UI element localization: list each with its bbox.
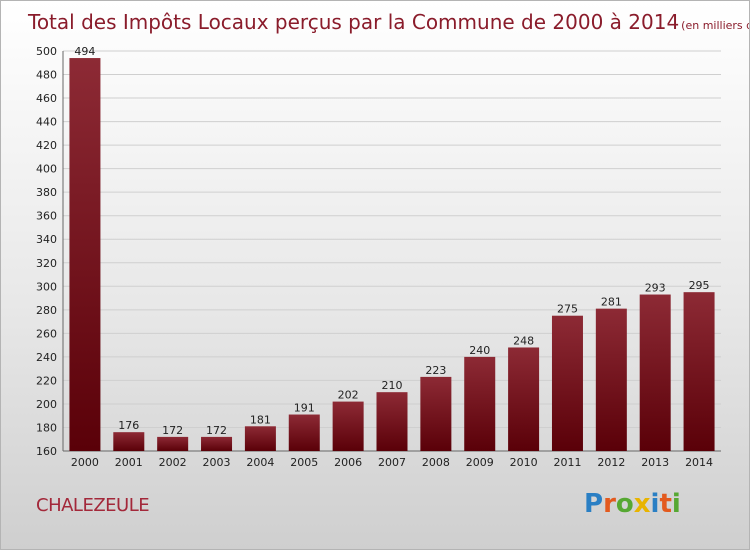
x-tick-label: 2009 [466, 456, 494, 469]
value-label: 210 [382, 379, 403, 392]
x-tick-label: 2001 [115, 456, 143, 469]
logo-letter: o [615, 489, 634, 519]
chart-title-unit: (en milliers d'€) [681, 19, 749, 32]
x-tick-label: 2006 [334, 456, 362, 469]
value-label: 293 [645, 282, 666, 295]
bar-2006 [332, 401, 364, 451]
y-tick-label: 340 [36, 233, 57, 246]
y-tick-labels: 160 180 200 220 240 260 280 300 320 340 360 380 400 4… [36, 45, 57, 458]
bar-2003 [201, 436, 233, 451]
logo-letter: P [584, 489, 604, 519]
x-tick-label: 2000 [71, 456, 99, 469]
value-label: 295 [689, 279, 710, 292]
value-label: 275 [557, 303, 578, 316]
x-tick-label: 2004 [246, 456, 274, 469]
value-label: 494 [74, 45, 95, 58]
y-tick-label: 460 [36, 92, 57, 105]
y-tick-label: 220 [36, 374, 57, 387]
bar-2011 [551, 315, 583, 451]
bar-2005 [288, 414, 320, 451]
y-tick-label: 420 [36, 139, 57, 152]
x-tick-labels: 2000 2001 2002 2003 2004 2005 2006 2007 2008 2009… [71, 456, 713, 469]
bar-2008 [420, 376, 452, 451]
bar-2002 [157, 436, 189, 451]
logo-letter: r [603, 489, 616, 519]
y-tick-label: 320 [36, 257, 57, 270]
value-labels: 494 176 172 172 181 191 202 210 223 240 248 275 281 2… [74, 45, 709, 437]
x-tick-label: 2011 [553, 456, 581, 469]
value-label: 202 [338, 389, 359, 402]
x-tick-label: 2002 [159, 456, 187, 469]
bar-2012 [595, 308, 627, 451]
x-tick-label: 2005 [290, 456, 318, 469]
x-tick-label: 2007 [378, 456, 406, 469]
y-tick-label: 240 [36, 351, 57, 364]
x-tick-label: 2013 [641, 456, 669, 469]
x-tick-label: 2003 [203, 456, 231, 469]
logo-letter: i [650, 489, 660, 519]
y-tick-label: 180 [36, 421, 57, 434]
y-tick-label: 360 [36, 210, 57, 223]
logo-letter: i [671, 489, 681, 519]
bar-2010 [508, 347, 540, 451]
y-tick-label: 400 [36, 163, 57, 176]
logo-letter: t [659, 489, 672, 519]
bar-2001 [113, 432, 145, 451]
y-tick-label: 500 [36, 45, 57, 58]
x-tick-label: 2010 [510, 456, 538, 469]
chart-title: Total des Impôts Locaux perçus par la Co… [27, 10, 749, 34]
bar-2009 [464, 356, 496, 451]
y-tick-label: 380 [36, 186, 57, 199]
value-label: 181 [250, 413, 271, 426]
y-tick-label: 280 [36, 304, 57, 317]
x-tick-label: 2014 [685, 456, 713, 469]
value-label: 248 [513, 334, 534, 347]
value-label: 176 [118, 419, 139, 432]
x-tick-label: 2012 [597, 456, 625, 469]
chart-title-main: Total des Impôts Locaux perçus par la Co… [27, 10, 679, 34]
bars [69, 58, 715, 451]
x-tick-label: 2008 [422, 456, 450, 469]
value-label: 172 [162, 424, 183, 437]
value-label: 172 [206, 424, 227, 437]
bar-2014 [683, 292, 715, 451]
proxiti-logo: Proxiti [584, 489, 681, 519]
y-tick-label: 160 [36, 445, 57, 458]
commune-name: CHALEZEULE [36, 495, 150, 516]
bar-2000 [69, 58, 101, 451]
y-tick-label: 260 [36, 327, 57, 340]
bar-2013 [639, 294, 671, 451]
y-tick-label: 440 [36, 116, 57, 129]
y-tick-label: 300 [36, 280, 57, 293]
value-label: 223 [425, 364, 446, 377]
grid-lines [63, 50, 721, 428]
y-tick-label: 200 [36, 398, 57, 411]
bar-2004 [244, 426, 276, 451]
value-label: 240 [469, 344, 490, 357]
logo-letter: x [633, 489, 651, 519]
y-tick-label: 480 [36, 69, 57, 82]
value-label: 281 [601, 296, 622, 309]
value-label: 191 [294, 402, 315, 415]
bar-2007 [376, 392, 408, 451]
